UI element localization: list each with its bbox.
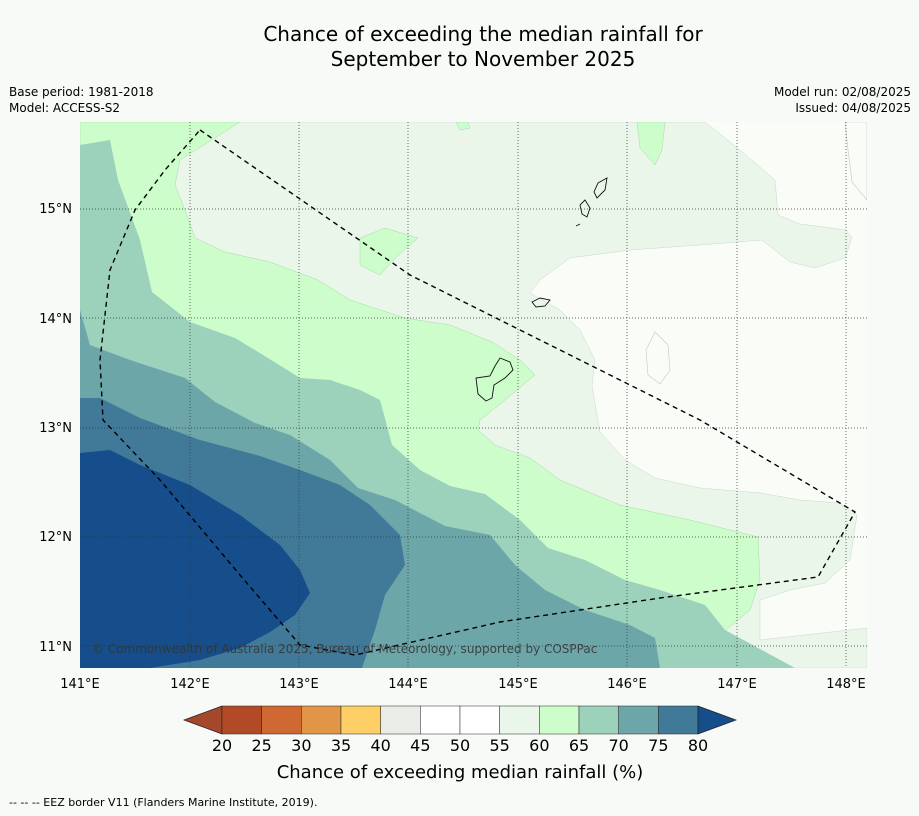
colorbar-title: Chance of exceeding median rainfall (%) bbox=[277, 762, 644, 783]
colorbar-tick-label: 30 bbox=[291, 736, 311, 755]
colorbar-tick-label: 75 bbox=[648, 736, 668, 755]
contour-60-65-blob-3 bbox=[455, 122, 471, 131]
island-tinian bbox=[579, 199, 591, 218]
colorbar-tick-label: 60 bbox=[529, 736, 549, 755]
lon-label-143e: 143°E bbox=[279, 677, 319, 692]
lat-label-12n: 12°N bbox=[39, 530, 72, 545]
colorbar-segment bbox=[618, 705, 659, 735]
issued-date: Issued: 04/08/2025 bbox=[795, 101, 911, 115]
island-guam bbox=[475, 357, 514, 402]
colorbar-segment bbox=[261, 705, 302, 735]
eez-footnote: -- -- -- EEZ border V11 (Flanders Marine… bbox=[9, 796, 318, 809]
colorbar-segment bbox=[578, 705, 619, 735]
title-line-2: September to November 2025 bbox=[330, 47, 636, 71]
model-name: Model: ACCESS-S2 bbox=[9, 101, 121, 115]
model-run: Model run: 02/08/2025 bbox=[773, 85, 911, 99]
colorbar-tick-label: 65 bbox=[569, 736, 589, 755]
colorbar-tick-label: 45 bbox=[410, 736, 430, 755]
colorbar-tick-label: 50 bbox=[450, 736, 470, 755]
colorbar-low-extension bbox=[182, 705, 223, 735]
lon-label-142e: 142°E bbox=[170, 677, 210, 692]
contour-right-edge bbox=[844, 122, 867, 201]
rainfall-contours bbox=[80, 122, 867, 668]
colorbar-segment bbox=[420, 705, 461, 735]
lat-label-15n: 15°N bbox=[39, 202, 72, 217]
latitude-labels: 15°N 14°N 13°N 12°N 11°N bbox=[39, 202, 72, 655]
lon-label-145e: 145°E bbox=[498, 677, 538, 692]
colorbar-segment bbox=[459, 705, 500, 735]
lon-label-144e: 144°E bbox=[388, 677, 428, 692]
colorbar-tick-labels: 20 25 30 35 40 45 50 55 60 65 70 75 80 bbox=[212, 736, 708, 755]
contour-white-blob bbox=[645, 331, 671, 385]
base-period: Base period: 1981-2018 bbox=[9, 85, 154, 99]
colorbar bbox=[182, 705, 738, 735]
colorbar-segment bbox=[499, 705, 540, 735]
colorbar-tick-label: 80 bbox=[688, 736, 708, 755]
lon-label-141e: 141°E bbox=[60, 677, 100, 692]
meta-left: Base period: 1981-2018 Model: ACCESS-S2 bbox=[9, 84, 154, 116]
lon-label-146e: 146°E bbox=[607, 677, 647, 692]
colorbar-segment bbox=[301, 705, 342, 735]
lat-label-13n: 13°N bbox=[39, 421, 72, 436]
contour-60-65-blob-2 bbox=[636, 122, 666, 166]
eez-border bbox=[99, 129, 856, 656]
island-rota bbox=[531, 297, 551, 308]
colorbar-tick-label: 70 bbox=[608, 736, 628, 755]
island-saipan bbox=[593, 177, 608, 199]
colorbar-segment bbox=[658, 705, 699, 735]
chart-title: Chance of exceeding the median rainfall … bbox=[0, 22, 919, 72]
lat-label-14n: 14°N bbox=[39, 312, 72, 327]
colorbar-segment bbox=[539, 705, 580, 735]
colorbar-tick-label: 20 bbox=[212, 736, 232, 755]
lon-label-147e: 147°E bbox=[717, 677, 757, 692]
colorbar-tick-label: 40 bbox=[370, 736, 390, 755]
colorbar-tick-label: 25 bbox=[251, 736, 271, 755]
title-line-1: Chance of exceeding the median rainfall … bbox=[263, 22, 703, 46]
graticule bbox=[80, 122, 867, 668]
colorbar-high-extension bbox=[697, 705, 738, 735]
longitude-labels: 141°E 142°E 143°E 144°E 145°E 146°E 147°… bbox=[60, 677, 866, 692]
colorbar-tick-label: 35 bbox=[331, 736, 351, 755]
contour-60-65-blob-1 bbox=[359, 227, 419, 276]
islands bbox=[475, 177, 608, 402]
colorbar-segment bbox=[340, 705, 381, 735]
copyright-text: © Commonwealth of Australia 2025, Bureau… bbox=[92, 642, 597, 656]
lat-label-11n: 11°N bbox=[39, 640, 72, 655]
island-aguijan bbox=[575, 223, 581, 227]
colorbar-segment bbox=[380, 705, 421, 735]
contour-above-80 bbox=[80, 450, 310, 668]
colorbar-tick-label: 55 bbox=[489, 736, 509, 755]
colorbar-segment bbox=[221, 705, 262, 735]
lon-label-148e: 148°E bbox=[826, 677, 866, 692]
meta-right: Model run: 02/08/2025 Issued: 04/08/2025 bbox=[774, 84, 911, 116]
